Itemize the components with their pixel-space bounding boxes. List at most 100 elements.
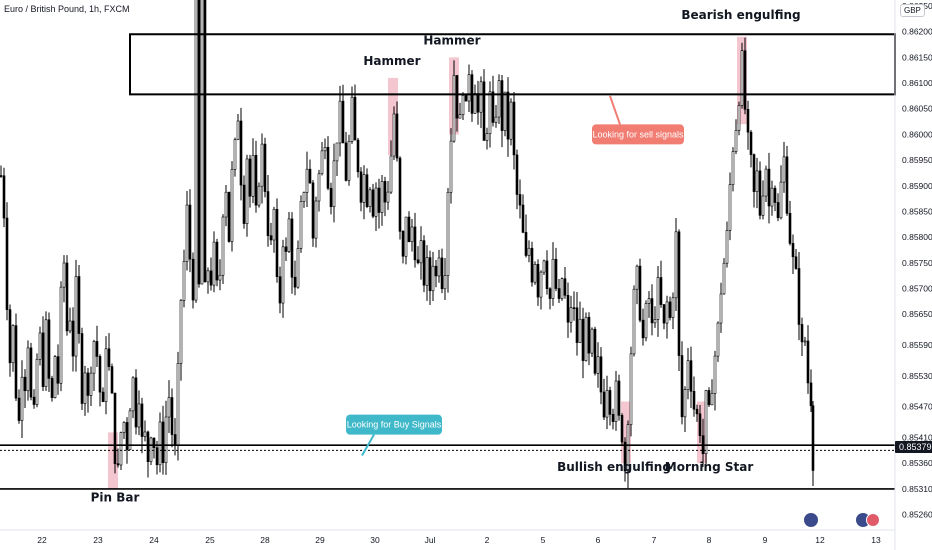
candle-body (533, 264, 537, 283)
candle-body (422, 240, 426, 286)
candle-body (761, 195, 765, 216)
candle-body (755, 170, 759, 192)
y-tick-label: 0.86050 (902, 104, 932, 114)
x-tick-label: 9 (763, 535, 768, 545)
candle-body (575, 307, 579, 343)
candle-body (308, 168, 312, 184)
candle-body (758, 170, 762, 216)
y-tick-label: 0.86000 (902, 129, 932, 139)
candle-body (335, 142, 339, 162)
price-axis[interactable]: 0.862500.862000.861500.861000.860500.860… (894, 0, 932, 550)
candle-body (419, 240, 423, 264)
candle-body (476, 93, 480, 113)
candle-body (281, 246, 285, 304)
candle-body (62, 262, 66, 288)
time-axis[interactable]: 22 23 24 25 28 29 30 Jul 2 5 6 7 8 9 12 13 (0, 529, 895, 545)
candle-body (128, 410, 132, 450)
candle-body (698, 413, 702, 436)
candle-body (137, 403, 141, 428)
candle-body (0, 175, 3, 177)
callout-box (346, 414, 442, 435)
candle-body (530, 247, 534, 283)
candle-body (425, 257, 429, 286)
candle-body (770, 187, 774, 207)
candle-body (413, 226, 417, 261)
candle-body (719, 293, 723, 324)
x-tick-label: 28 (260, 535, 270, 545)
y-tick-label: 0.85800 (902, 232, 932, 242)
candle-body (296, 248, 300, 288)
candle-body (176, 362, 180, 446)
candle-body (626, 424, 630, 472)
pattern-label: Pin Bar (91, 491, 140, 505)
candle-body (398, 157, 402, 232)
candle-body (479, 81, 483, 113)
candle-body (572, 307, 576, 309)
candle-body (200, 0, 204, 285)
x-tick-label: 30 (370, 535, 380, 545)
candle-body (617, 380, 621, 416)
x-tick-label: 8 (707, 535, 712, 545)
candle-body (362, 174, 366, 203)
candle-body (158, 421, 162, 466)
candle-body (119, 432, 123, 466)
candle-body (371, 189, 375, 217)
flag-icon[interactable] (866, 513, 880, 527)
candle-body (656, 277, 660, 320)
candle-body (224, 191, 228, 218)
candle-body (518, 194, 522, 206)
candle-body (581, 318, 585, 361)
candle-body (407, 216, 411, 242)
candle-body (188, 204, 192, 260)
candle-body (347, 141, 351, 181)
candle-body (35, 358, 39, 405)
candle-body (221, 216, 225, 276)
candle-body (110, 366, 114, 394)
candle-body (305, 168, 309, 193)
candle-body (614, 380, 618, 422)
resistance-zone-box (129, 33, 896, 96)
y-tick-label: 0.85650 (902, 309, 932, 319)
candle-body (257, 185, 261, 206)
candle-body (26, 347, 30, 392)
candle-body (332, 160, 336, 207)
candle-body (641, 319, 645, 339)
callout-text: Looking for sell signals (592, 129, 684, 139)
candle-body (467, 74, 471, 102)
candle-body (521, 204, 525, 233)
candle-body (23, 376, 27, 392)
currency-badge[interactable]: GBP (900, 4, 925, 17)
candle-body (734, 130, 738, 152)
y-tick-label: 0.86100 (902, 78, 932, 88)
earnings-icon[interactable] (804, 513, 818, 527)
candle-body (203, 0, 207, 283)
y-tick-label: 0.85700 (902, 284, 932, 294)
candle-body (164, 416, 168, 463)
x-tick-label: 6 (596, 535, 601, 545)
candle-body (464, 95, 468, 102)
candle-body (446, 191, 450, 276)
candle-body (2, 175, 6, 219)
candle-body (629, 353, 633, 425)
candle-body (743, 50, 747, 110)
candle-body (665, 301, 669, 324)
last-price-tag: 0.85379 (895, 441, 932, 453)
candle-body (77, 276, 81, 334)
candle-body (287, 218, 291, 252)
candle-body (113, 392, 117, 464)
x-tick-label: 29 (315, 535, 325, 545)
candle-body (170, 397, 174, 435)
candle-body (206, 270, 210, 283)
candle-body (620, 415, 624, 443)
candle-body (506, 91, 510, 140)
candle-body (704, 390, 708, 455)
candle-body (98, 356, 102, 393)
candle-body (359, 171, 363, 203)
candle-body (29, 347, 33, 398)
candle-body (593, 328, 597, 374)
candle-body (677, 231, 681, 356)
candle-body (686, 360, 690, 390)
candle-body (17, 397, 21, 421)
x-tick-label: 23 (93, 535, 103, 545)
